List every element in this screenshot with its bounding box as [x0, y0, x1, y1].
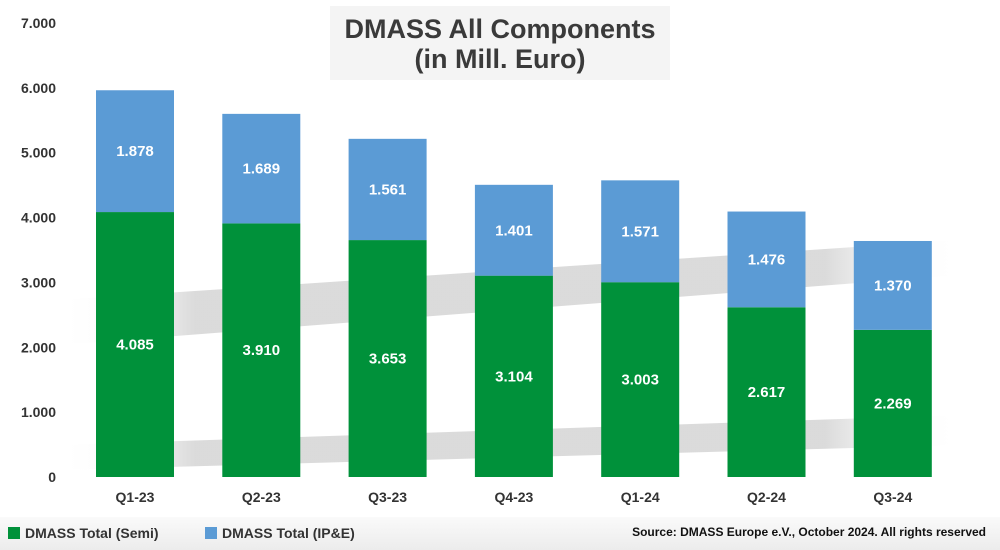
data-label-ipe: 1.401: [495, 222, 533, 239]
x-tick-label: Q3-23: [368, 489, 407, 505]
data-label-ipe: 1.561: [369, 181, 407, 198]
x-tick-label: Q2-24: [747, 489, 786, 505]
data-label-semi: 3.104: [495, 368, 533, 385]
chart-title: DMASS All Components (in Mill. Euro): [330, 6, 670, 80]
data-label-ipe: 1.689: [243, 161, 281, 178]
legend-swatch-ipe: [205, 527, 217, 539]
data-label-ipe: 1.370: [874, 277, 912, 294]
bar-ipe: [96, 90, 174, 213]
legend-item-ipe: DMASS Total (IP&E): [205, 525, 355, 541]
data-label-semi: 4.085: [116, 337, 154, 354]
bar-ipe: [601, 180, 680, 283]
legend-swatch-semi: [8, 527, 20, 539]
bar-ipe: [727, 211, 806, 308]
x-tick-label: Q4-23: [494, 489, 533, 505]
bar-ipe: [474, 184, 553, 276]
data-label-ipe: 1.878: [116, 143, 154, 160]
bar-semi: [727, 307, 806, 477]
bar-semi: [601, 282, 680, 477]
x-tick-label: Q1-23: [116, 489, 155, 505]
bar-ipe: [222, 113, 301, 224]
bar-semi: [474, 275, 553, 477]
data-label-ipe: 1.571: [621, 223, 659, 240]
y-tick-label: 6.000: [21, 80, 56, 96]
x-tick-label: Q3-24: [873, 489, 912, 505]
x-axis: Q1-23 Q2-23 Q3-23 Q4-23 Q1-24 Q2-24 Q3-24: [116, 489, 913, 505]
data-label-semi: 3.003: [621, 372, 659, 389]
data-label-semi: 3.653: [369, 351, 407, 368]
data-label-semi: 2.269: [874, 395, 912, 412]
y-tick-label: 3.000: [21, 274, 56, 290]
bar-ipe: [348, 138, 427, 241]
bar-semi: [853, 329, 932, 477]
footer-bar: [0, 517, 1000, 550]
y-tick-label: 1.000: [21, 404, 56, 420]
y-tick-label: 5.000: [21, 145, 56, 161]
chart-title-line-1: DMASS All Components: [344, 14, 656, 44]
legend-label-semi: DMASS Total (Semi): [25, 525, 159, 541]
chart-title-line-2: (in Mill. Euro): [414, 44, 586, 74]
data-label-ipe: 1.476: [748, 251, 786, 268]
bar-semi: [96, 212, 174, 477]
y-tick-label: 4.000: [21, 210, 56, 226]
bars: 4.085 1.878 3.910 1.689 3.653 1.561 3.104 1.401…: [96, 90, 932, 477]
source-note: Source: DMASS Europe e.V., October 2024.…: [632, 525, 986, 539]
y-tick-label: 2.000: [21, 339, 56, 355]
legend-label-ipe: DMASS Total (IP&E): [222, 525, 355, 541]
bar-semi: [348, 240, 427, 477]
legend: DMASS Total (Semi) DMASS Total (IP&E): [0, 519, 600, 547]
y-tick-label: 7.000: [21, 15, 56, 31]
y-axis: 0 1.000 2.000 3.000 4.000 5.000 6.000 7.000: [21, 15, 56, 485]
data-label-semi: 3.910: [243, 342, 281, 359]
data-label-semi: 2.617: [748, 384, 786, 401]
x-tick-label: Q2-23: [242, 489, 281, 505]
y-tick-label: 0: [48, 469, 56, 485]
bar-ipe: [853, 240, 932, 330]
bar-semi: [222, 223, 301, 477]
x-tick-label: Q1-24: [621, 489, 660, 505]
legend-item-semi: DMASS Total (Semi): [8, 525, 159, 541]
